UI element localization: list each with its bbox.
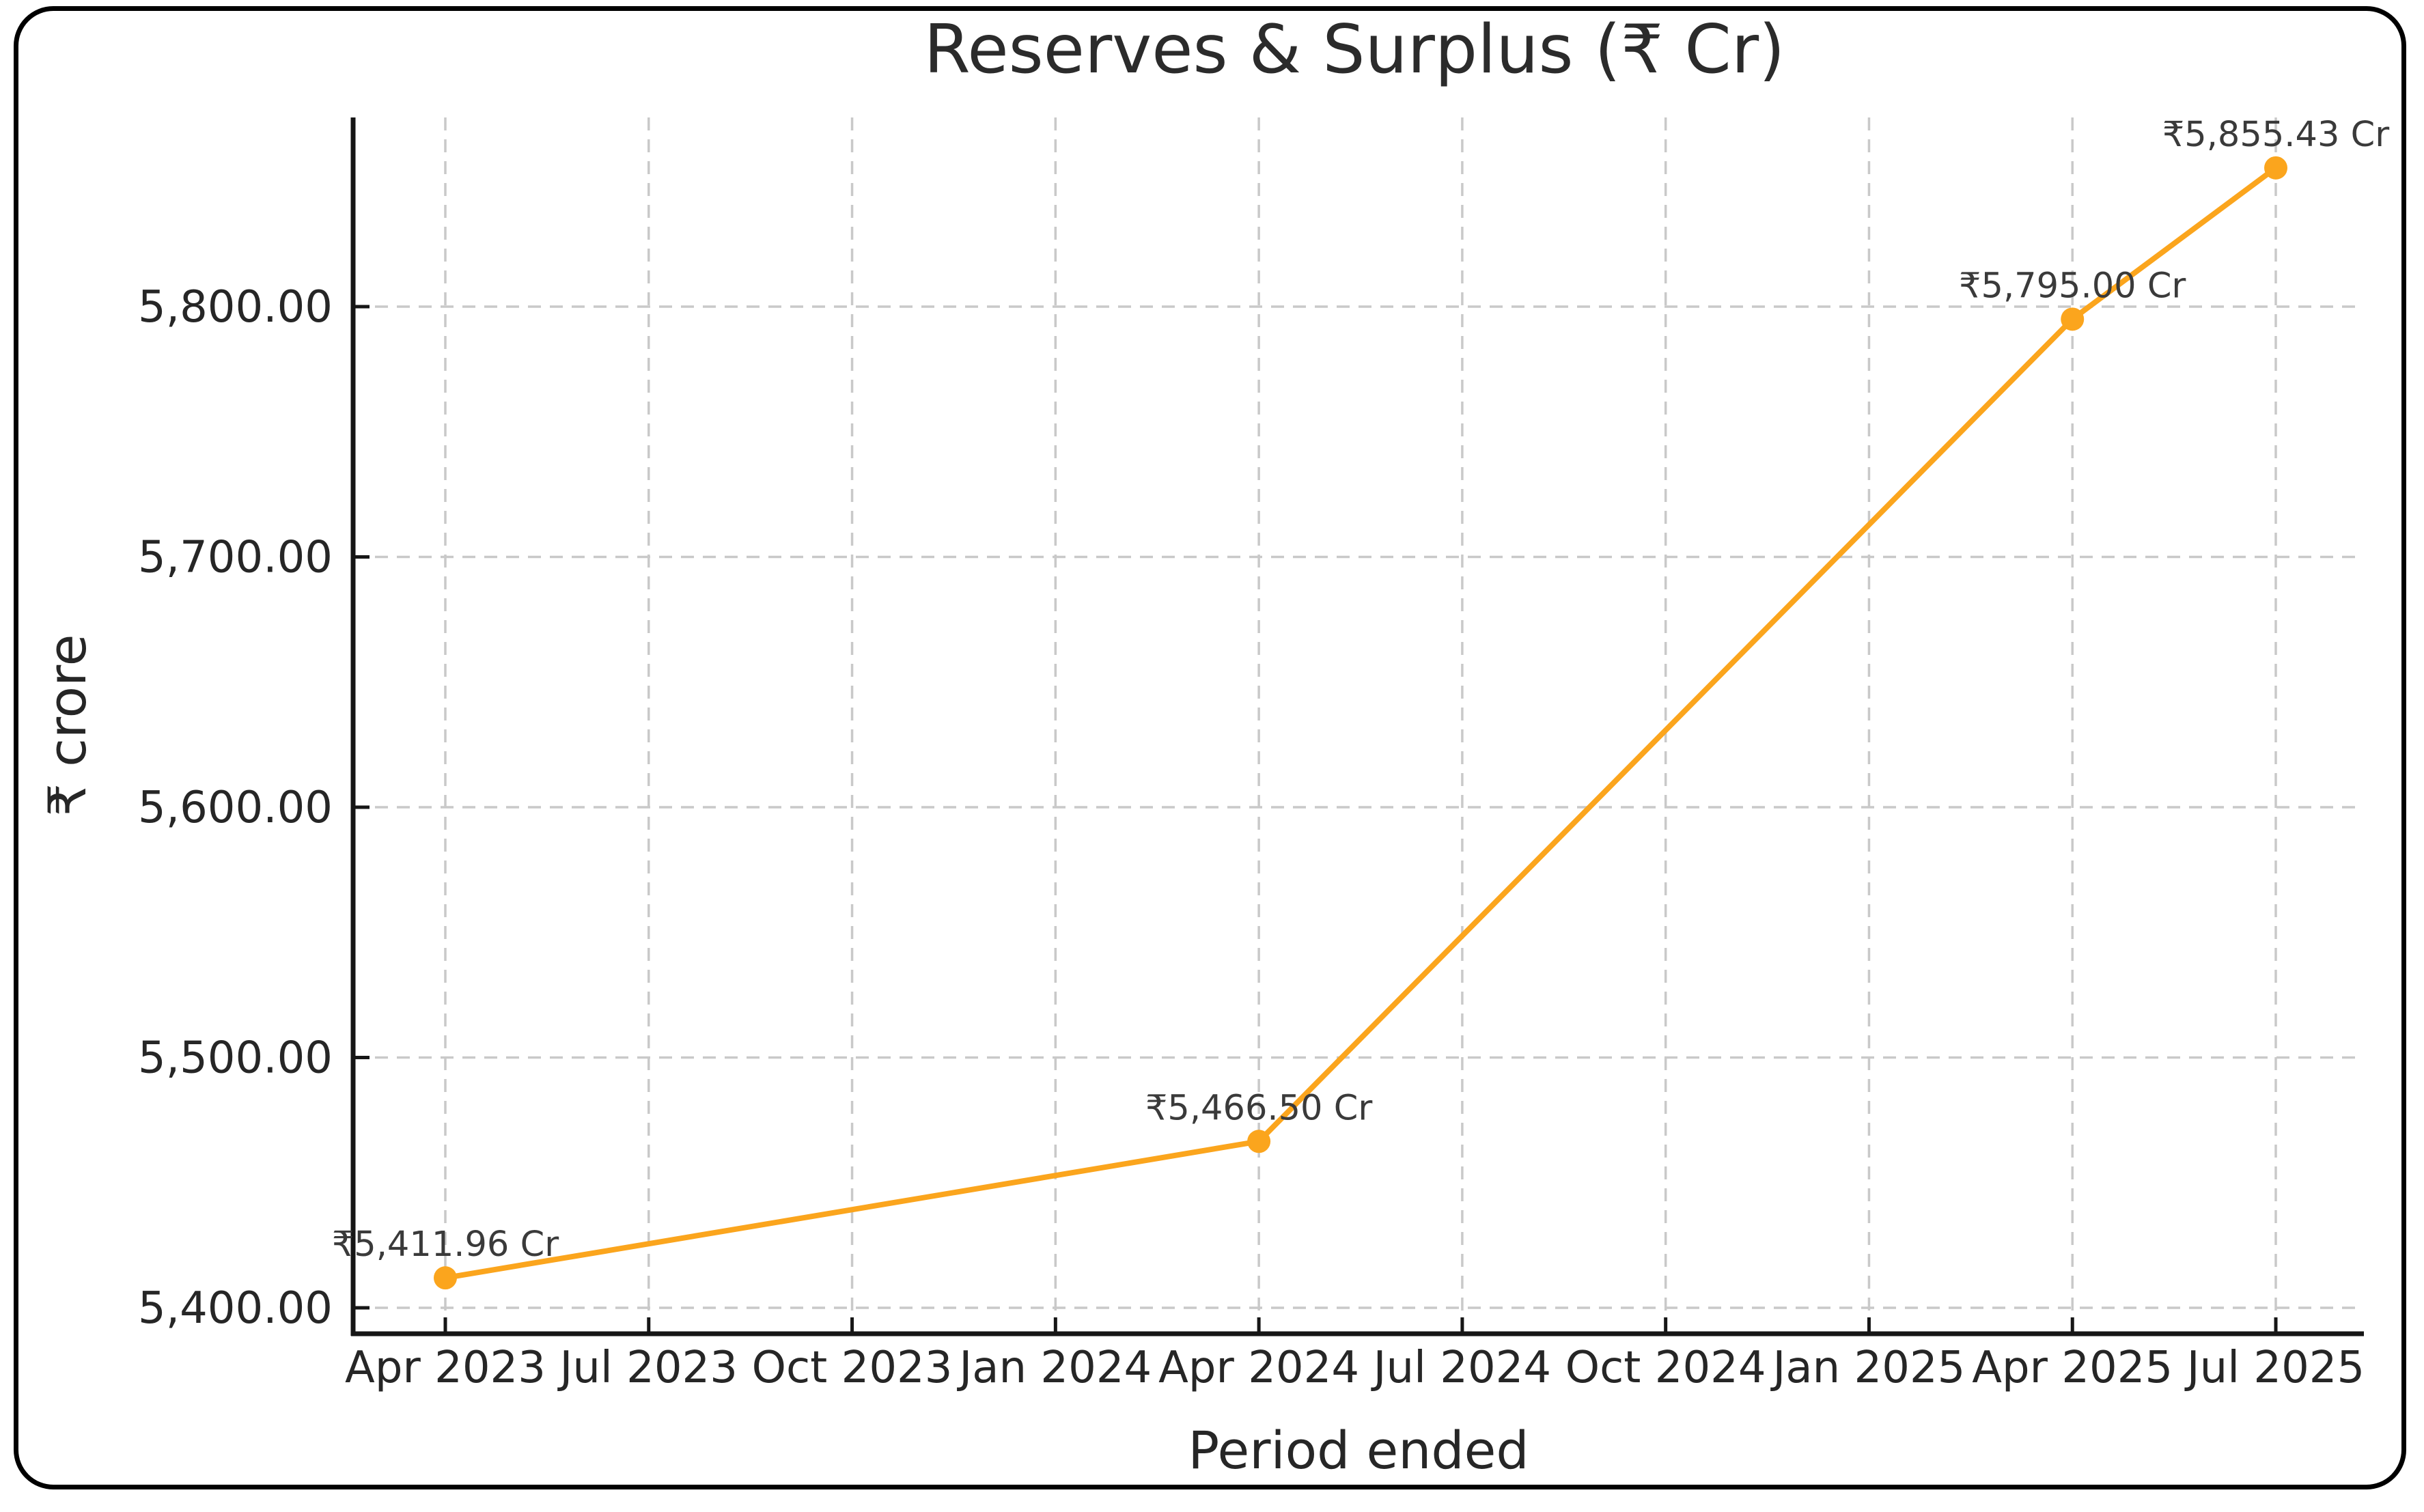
x-tick-label: Jul 2023: [557, 1343, 738, 1393]
y-tick-label: 5,500.00: [138, 1033, 333, 1084]
x-tick-label: Oct 2023: [752, 1343, 953, 1393]
y-tick-label: 5,800.00: [138, 282, 333, 333]
x-tick-label: Jan 2024: [956, 1343, 1152, 1393]
axes-layer: [350, 117, 2364, 1336]
data-point-marker: [2264, 156, 2288, 180]
data-point-marker: [434, 1266, 457, 1290]
data-point-annotation: ₹5,795.00 Cr: [1959, 266, 2186, 306]
data-point-annotation: ₹5,855.43 Cr: [2162, 115, 2389, 155]
x-axis-label: Period ended: [1188, 1420, 1529, 1481]
series-layer: [434, 156, 2288, 1290]
x-tick-label: Oct 2024: [1565, 1343, 1766, 1393]
y-tick-label: 5,400.00: [138, 1283, 333, 1334]
x-tick-label: Jan 2025: [1770, 1343, 1966, 1393]
chart-title: Reserves & Surplus (₹ Cr): [924, 11, 1785, 89]
data-point-annotation: ₹5,411.96 Cr: [332, 1224, 559, 1265]
x-tick-label: Apr 2023: [345, 1343, 546, 1393]
data-point-marker: [2061, 307, 2085, 331]
y-tick-label: 5,600.00: [138, 783, 333, 833]
x-tick-label: Jul 2024: [1371, 1343, 1551, 1393]
series-line: [443, 165, 2279, 1281]
y-axis-label: ₹ crore: [37, 634, 98, 817]
data-point-annotation: ₹5,466.50 Cr: [1145, 1088, 1372, 1128]
grid-layer: [353, 117, 2364, 1334]
x-tick-label: Apr 2024: [1158, 1343, 1359, 1393]
x-tick-label: Jul 2025: [2184, 1343, 2365, 1393]
x-tick-label: Apr 2025: [1972, 1343, 2173, 1393]
y-tick-label: 5,700.00: [138, 533, 333, 583]
data-point-marker: [1247, 1130, 1271, 1153]
tick-label-layer: Apr 2023 Jul 2023 Oct 2023 Jan 2024 Apr 2024…: [138, 115, 2389, 1393]
chart-card: [14, 6, 2406, 1489]
